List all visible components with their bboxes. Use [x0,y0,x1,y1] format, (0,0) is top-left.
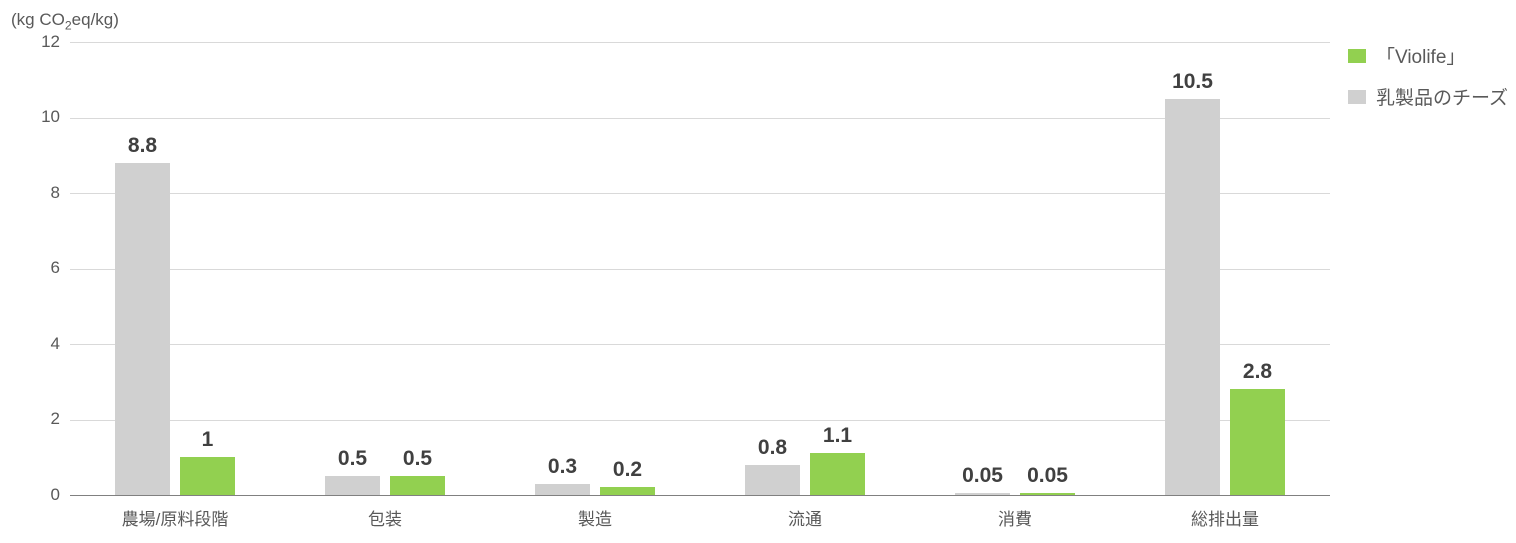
bar-value-label: 0.2 [613,458,642,482]
x-tick-label: 流通 [788,505,822,530]
bar-value-label: 2.8 [1243,360,1272,384]
bar [115,163,170,495]
y-tick-label: 8 [51,183,60,203]
bar [180,457,235,495]
bar-value-label: 0.05 [1027,464,1068,488]
legend-item: 「Violife」 [1348,42,1508,69]
bar-value-label: 1 [202,428,214,452]
x-tick-label: 農場/原料段階 [122,505,229,530]
bar [955,493,1010,495]
bar [745,465,800,495]
y-tick-label: 12 [41,32,60,52]
y-tick-label: 2 [51,409,60,429]
bar [1020,493,1075,495]
legend-label: 「Violife」 [1376,42,1465,69]
bar-value-label: 0.3 [548,455,577,479]
bar-value-label: 0.5 [338,447,367,471]
x-tick-label: 製造 [578,505,612,530]
bar-value-label: 10.5 [1172,70,1213,94]
x-tick-label: 消費 [998,505,1032,530]
bar-value-label: 1.1 [823,424,852,448]
y-axis-title: (kg CO2eq/kg) [11,10,119,32]
bar [1230,389,1285,495]
x-axis-baseline [70,495,1330,496]
y-tick-label: 6 [51,258,60,278]
bar [390,476,445,495]
co2-bar-chart: (kg CO2eq/kg) 0 2 4 6 8 10 12 8.8 1 農場/原料段階 0.5 0.5 包… [0,0,1516,543]
y-tick-label: 10 [41,107,60,127]
legend-swatch [1348,90,1366,104]
bar-value-label: 0.05 [962,464,1003,488]
bar [1165,99,1220,495]
bar [325,476,380,495]
y-tick-label: 4 [51,334,60,354]
legend-item: 乳製品のチーズ [1348,83,1508,110]
y-tick-label: 0 [51,485,60,505]
bar-value-label: 0.8 [758,436,787,460]
bar [600,487,655,495]
bar [810,453,865,495]
bar [535,484,590,495]
legend-swatch [1348,49,1366,63]
bar-value-label: 8.8 [128,134,157,158]
bar-value-label: 0.5 [403,447,432,471]
x-tick-label: 包装 [368,505,402,530]
x-tick-label: 総排出量 [1191,505,1259,530]
legend-label: 乳製品のチーズ [1376,83,1508,110]
legend: 「Violife」乳製品のチーズ [1348,42,1508,124]
plot-area [70,42,1330,495]
